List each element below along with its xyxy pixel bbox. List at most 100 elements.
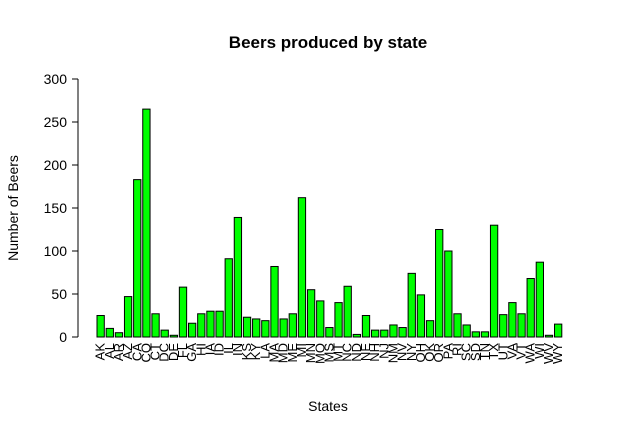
x-tick-label-va: VA xyxy=(504,343,519,360)
y-axis-label: Number of Beers xyxy=(5,155,21,261)
x-tick-label-mo: MO xyxy=(312,343,327,364)
bar-mt xyxy=(334,302,343,338)
bar-va xyxy=(508,302,517,338)
x-tick-labels: AKALARAZCACOCTDCDEFLGAHIIAIDILINKSKYLAMA… xyxy=(93,343,566,364)
bar-wa xyxy=(526,278,535,338)
bar-de xyxy=(169,334,178,338)
x-tick-label-tn: TN xyxy=(477,343,492,360)
bar-co xyxy=(142,108,151,338)
x-tick-label-ut: UT xyxy=(495,343,510,360)
x-tick-label-ct: CT xyxy=(148,343,163,360)
bar-fl xyxy=(178,286,188,338)
y-tick-label: 50 xyxy=(51,286,67,302)
bar-wy xyxy=(554,323,563,338)
x-tick-label-oh: OH xyxy=(413,343,428,363)
bar-la xyxy=(261,320,270,338)
y-tick-label: 300 xyxy=(44,71,68,87)
x-tick-label-wv: WV xyxy=(541,343,556,364)
x-tick-label-id: ID xyxy=(212,343,227,356)
x-tick-label-mi: MI xyxy=(294,343,309,357)
x-tick-label-mn: MN xyxy=(303,343,318,363)
x-tick-label-ny: NY xyxy=(404,343,419,361)
x-tick-label-ne: NE xyxy=(358,343,373,361)
bar-ma xyxy=(270,265,279,338)
x-tick-label-sd: SD xyxy=(468,343,483,361)
x-tick-label-dc: DC xyxy=(157,343,172,362)
bar-nj xyxy=(380,329,389,338)
bar-ri xyxy=(453,313,462,338)
bar-ky xyxy=(252,318,261,338)
bar-ia xyxy=(206,310,215,338)
bar-ok xyxy=(425,320,435,338)
bar-ks xyxy=(242,316,252,338)
x-tick-label-wa: WA xyxy=(523,343,538,364)
bar-vt xyxy=(517,313,526,338)
x-tick-label-ma: MA xyxy=(267,343,282,363)
x-tick-label-nc: NC xyxy=(340,343,355,362)
bar-mi xyxy=(297,197,307,338)
x-axis-label: States xyxy=(308,398,348,414)
y-tick-label: 0 xyxy=(59,329,67,345)
chart-title: Beers produced by state xyxy=(229,33,427,52)
x-tick-label-ms: MS xyxy=(321,343,336,363)
bar-tx xyxy=(489,224,499,338)
bar-me xyxy=(288,313,297,338)
x-tick-label-ok: OK xyxy=(422,343,437,362)
bar-dc xyxy=(160,329,169,338)
x-tick-label-ak: AK xyxy=(93,343,108,361)
x-tick-label-fl: FL xyxy=(175,343,190,358)
bar-hi xyxy=(197,313,206,338)
x-tick-label-ky: KY xyxy=(248,343,263,361)
x-tick-label-me: ME xyxy=(285,343,300,363)
bar-wi xyxy=(535,261,545,338)
bar-nm xyxy=(389,324,398,338)
bar-ut xyxy=(499,314,508,338)
bar-ny xyxy=(407,272,416,338)
bar-nc xyxy=(343,285,352,338)
bar-nh xyxy=(371,329,380,338)
y-axis: 0 50 100 150 200 250 300 xyxy=(44,71,79,345)
bar-ca xyxy=(133,179,142,338)
x-tick-label-ks: KS xyxy=(239,343,254,361)
x-tick-label-de: DE xyxy=(166,343,181,361)
bar-ms xyxy=(325,327,334,338)
bar-md xyxy=(279,318,288,338)
bar-tn xyxy=(480,331,490,338)
x-tick-label-al: AL xyxy=(102,343,117,359)
bar-ga xyxy=(188,322,197,338)
x-tick-label-or: OR xyxy=(431,343,446,363)
x-tick-label-sc: SC xyxy=(459,343,474,361)
x-tick-label-ga: GA xyxy=(184,343,199,362)
bar-sc xyxy=(462,324,471,338)
bar-nd xyxy=(352,333,362,338)
bar-ct xyxy=(151,313,160,338)
bar-pa xyxy=(444,250,453,338)
x-tick-label-md: MD xyxy=(276,343,291,363)
bar-mn xyxy=(306,289,316,338)
x-tick-label-pa: PA xyxy=(440,343,455,360)
bar-al xyxy=(105,327,114,338)
bar-wv xyxy=(544,334,554,338)
bar-sd xyxy=(471,331,480,338)
x-tick-label-in: IN xyxy=(230,343,245,356)
bar-ak xyxy=(96,315,105,338)
bar-id xyxy=(215,310,224,338)
x-tick-label-mt: MT xyxy=(331,343,346,362)
x-tick-label-nh: NH xyxy=(367,343,382,362)
bar-or xyxy=(435,229,444,338)
bar-az xyxy=(123,296,133,338)
x-tick-label-wy: WY xyxy=(550,343,565,364)
x-tick-label-ar: AR xyxy=(111,343,126,361)
x-tick-label-nm: NM xyxy=(385,343,400,363)
bar-in xyxy=(233,216,243,338)
y-tick-label: 250 xyxy=(44,114,68,130)
x-tick-label-nd: ND xyxy=(349,343,364,362)
x-tick-label-wi: WI xyxy=(532,343,547,359)
x-tick-label-tx: TX xyxy=(486,343,501,360)
y-tick-label: 200 xyxy=(44,157,68,173)
bars-group xyxy=(96,108,563,338)
x-tick-label-vt: VT xyxy=(514,343,529,360)
bar-mo xyxy=(316,300,325,338)
